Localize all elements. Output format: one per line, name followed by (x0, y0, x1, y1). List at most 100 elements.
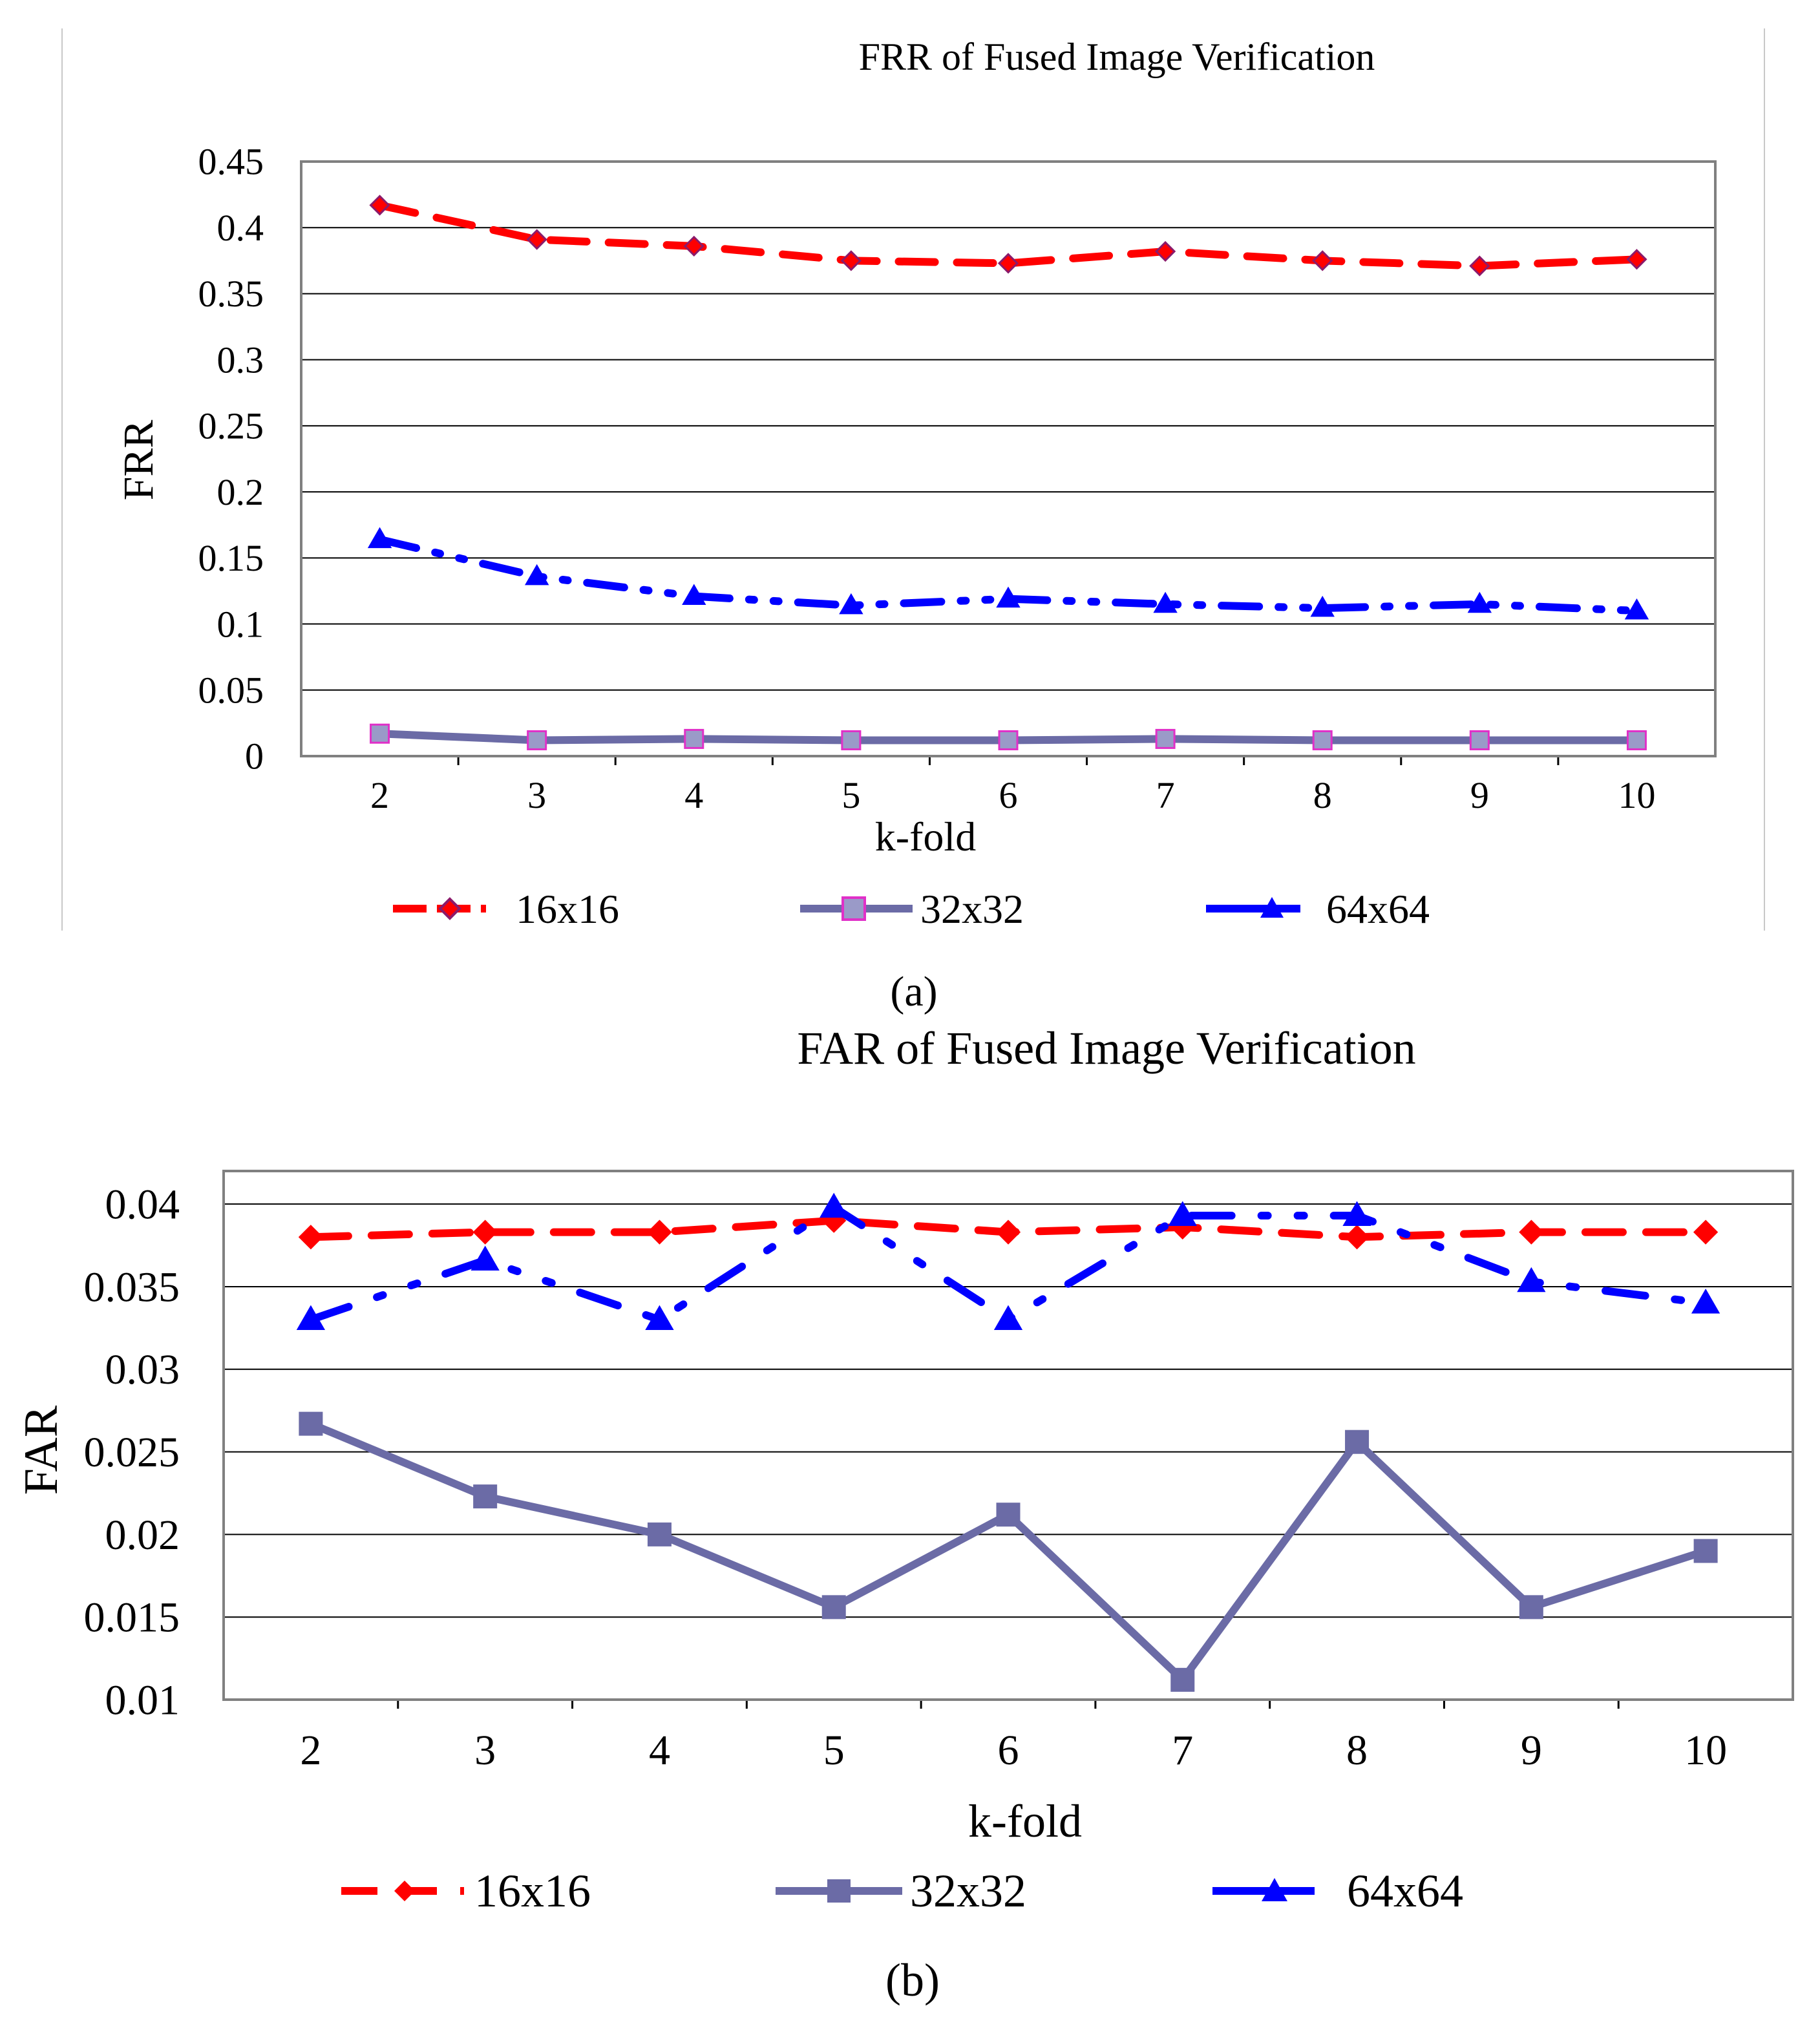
data-point-16x16 (997, 253, 1019, 274)
chart-a-legend-64x64: 64x64 (1206, 886, 1430, 932)
data-point-16x16 (1519, 1219, 1544, 1245)
data-point-32x32 (1155, 728, 1176, 749)
chart-a-legend-16x16: 16x16 (393, 886, 619, 932)
x-tick-label: 5 (841, 774, 860, 816)
y-tick-label: 0.35 (198, 273, 264, 315)
data-point-16x16 (526, 229, 547, 250)
data-point-64x64 (1168, 1201, 1197, 1226)
chart-b-legend: 16x16 32x32 64x64 (341, 1865, 1463, 1917)
chart-b-plot-frame (222, 1170, 1794, 1701)
data-point-16x16 (1154, 240, 1176, 262)
chart-a-panel-label: (a) (890, 968, 937, 1015)
chart-b-y-tick-labels: 0.01 0.015 0.02 0.025 0.03 0.035 0.04 (84, 1181, 180, 1724)
data-point-32x32 (1170, 1667, 1195, 1692)
legend-marker-32x32 (841, 896, 866, 921)
chart-a-x-tick-labels: 2 3 4 5 6 7 8 9 10 (370, 774, 1655, 816)
data-point-64x64 (471, 1245, 500, 1271)
data-point-64x64 (524, 564, 549, 586)
legend-marker-16x16 (394, 1881, 415, 1901)
data-point-16x16 (683, 235, 704, 257)
chart-a-gridlines (301, 161, 1715, 691)
legend-label-64x64: 64x64 (1347, 1865, 1463, 1917)
y-tick-label: 0.45 (198, 141, 264, 183)
chart-a-legend-32x32: 32x32 (800, 886, 1024, 932)
data-point-64x64 (996, 586, 1021, 608)
legend-label-32x32: 32x32 (910, 1865, 1026, 1917)
data-point-64x64 (682, 584, 706, 606)
chart-b-panel-label: (b) (885, 1954, 940, 2006)
x-tick-label: 3 (527, 774, 546, 816)
x-tick-label: 4 (649, 1727, 670, 1774)
y-tick-label: 0 (245, 735, 264, 777)
data-point-64x64 (1691, 1288, 1720, 1314)
x-tick-label: 3 (474, 1727, 496, 1774)
legend-label-64x64: 64x64 (1326, 886, 1430, 932)
y-tick-label: 0.015 (84, 1594, 180, 1641)
data-point-32x32 (1469, 730, 1490, 750)
chart-b-legend-16x16: 16x16 (341, 1865, 591, 1917)
x-tick-label: 9 (1521, 1727, 1542, 1774)
chart-b-title: FAR of Fused Image Verification (797, 1022, 1415, 1074)
y-tick-label: 0.04 (105, 1181, 180, 1229)
data-point-32x32 (299, 1411, 323, 1436)
series-line-16x16 (376, 201, 1641, 270)
data-point-16x16 (1312, 250, 1333, 271)
x-tick-label: 2 (300, 1727, 321, 1774)
data-point-64x64 (1517, 1267, 1546, 1293)
data-point-32x32 (998, 730, 1019, 750)
data-point-16x16 (298, 1225, 324, 1250)
data-point-16x16 (1693, 1219, 1719, 1245)
data-point-32x32 (1312, 730, 1333, 750)
chart-b-x-ticks (397, 1700, 1620, 1709)
x-tick-label: 4 (684, 774, 703, 816)
data-point-32x32 (473, 1484, 498, 1509)
legend-marker-64x64 (1260, 897, 1284, 918)
data-point-64x64 (1310, 595, 1335, 617)
y-tick-label: 0.01 (105, 1676, 180, 1724)
x-tick-label: 6 (999, 774, 1018, 816)
data-point-32x32 (1519, 1595, 1543, 1620)
chart-a-x-ticks (457, 756, 1560, 765)
data-point-16x16 (369, 195, 390, 216)
data-point-32x32 (821, 1595, 846, 1620)
data-point-32x32 (1693, 1539, 1718, 1563)
chart-b-y-axis-label: FAR (15, 1405, 68, 1495)
data-point-16x16 (472, 1219, 498, 1245)
legend-marker-64x64 (1262, 1878, 1287, 1901)
y-tick-label: 0.02 (105, 1512, 180, 1559)
y-tick-label: 0.03 (105, 1346, 180, 1393)
chart-a-y-axis-label: FRR (115, 420, 162, 501)
y-tick-label: 0.1 (217, 603, 264, 645)
y-tick-label: 0.05 (198, 669, 264, 711)
x-tick-label: 7 (1172, 1727, 1193, 1774)
data-point-64x64 (1624, 598, 1649, 620)
x-tick-label: 10 (1618, 774, 1655, 816)
data-point-64x64 (993, 1305, 1023, 1331)
data-point-16x16 (1469, 255, 1490, 277)
y-tick-label: 0.4 (217, 207, 264, 249)
data-point-64x64 (645, 1305, 674, 1331)
chart-a: FRR of Fused Image Verification 0 0.05 0.1… (61, 28, 1765, 1015)
y-tick-label: 0.025 (84, 1429, 180, 1476)
y-tick-label: 0.25 (198, 405, 264, 447)
x-tick-label: 2 (370, 774, 389, 816)
data-point-64x64 (296, 1305, 326, 1331)
legend-marker-32x32 (827, 1879, 851, 1903)
chart-a-plot-frame (300, 160, 1717, 757)
data-point-64x64 (839, 593, 863, 615)
x-tick-label: 5 (823, 1727, 845, 1774)
x-tick-label: 9 (1470, 774, 1489, 816)
data-point-32x32 (1626, 730, 1647, 750)
data-point-32x32 (841, 730, 862, 750)
x-tick-label: 6 (998, 1727, 1019, 1774)
data-point-32x32 (647, 1522, 672, 1546)
data-point-64x64 (820, 1192, 849, 1218)
data-point-16x16 (840, 250, 862, 271)
data-point-16x16 (995, 1219, 1021, 1245)
chart-b-x-tick-labels: 2 3 4 5 6 7 8 9 10 (300, 1727, 1727, 1774)
x-tick-label: 7 (1156, 774, 1175, 816)
y-tick-label: 0.15 (198, 537, 264, 579)
data-point-16x16 (647, 1219, 672, 1245)
data-point-32x32 (1345, 1430, 1370, 1454)
